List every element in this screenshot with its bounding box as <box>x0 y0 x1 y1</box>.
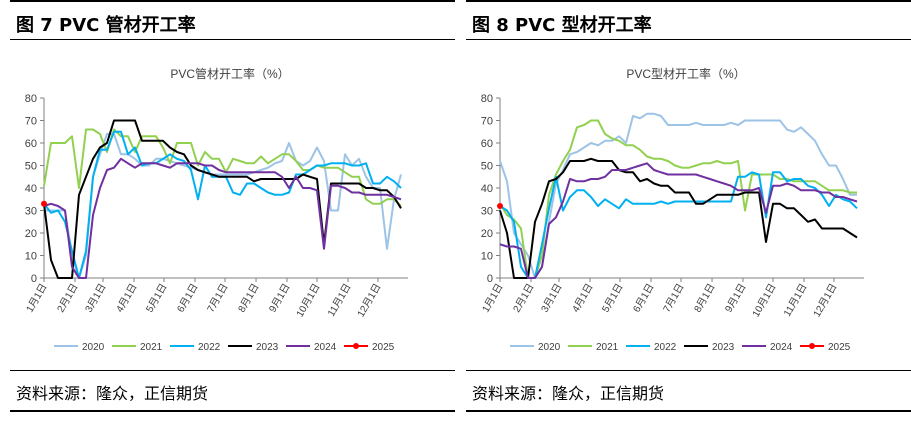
legend-label: 2025 <box>372 342 395 353</box>
legend-label: 2025 <box>828 342 851 353</box>
x-tick-label: 12月1日 <box>811 282 840 320</box>
series-point-2025 <box>41 200 47 207</box>
x-tick-label: 8月1日 <box>236 282 262 315</box>
x-tick-label: 2月1日 <box>511 282 537 315</box>
chart-title: PVC型材开工率（%） <box>626 66 745 81</box>
legend-label: 2024 <box>314 342 337 353</box>
data-source: 资料来源：隆众，正信期货 <box>16 384 209 403</box>
x-tick-label: 7月1日 <box>205 282 231 315</box>
chart-panel-left: 图 7 PVC 管材开工率 PVC管材开工率（%） 0 10 20 30 40 50 60 70… <box>10 0 455 429</box>
series-line-2022 <box>43 130 402 279</box>
y-tick-label: 50 <box>481 161 493 173</box>
x-tick-label: 6月1日 <box>175 282 201 315</box>
legend-label: 2023 <box>712 342 735 353</box>
legend-item-2023: 2023 <box>228 342 279 353</box>
y-tick-label: 60 <box>481 138 493 150</box>
x-tick-label: 4月1日 <box>570 282 596 315</box>
x-tick-label: 6月1日 <box>631 282 657 315</box>
panel-footer: 资料来源：隆众，正信期货 <box>466 370 911 412</box>
y-tick-label: 80 <box>25 93 37 105</box>
legend-label: 2021 <box>596 342 619 353</box>
legend-item-2024: 2024 <box>742 342 793 353</box>
series-line-2021 <box>43 128 402 207</box>
y-tick-label: 70 <box>481 116 493 128</box>
legend-item-2025: 2025 <box>344 342 395 353</box>
y-tick-label: 20 <box>481 228 493 240</box>
y-tick-label: 0 <box>487 273 493 285</box>
chart-title: PVC管材开工率（%） <box>170 66 289 81</box>
chart-panel-right: 图 8 PVC 型材开工率 PVC型材开工率（%） 0 10 20 30 40 50 60 70… <box>466 0 911 429</box>
legend-item-2021: 2021 <box>112 342 163 353</box>
series-line-2021 <box>499 119 857 279</box>
series-line-2024 <box>499 162 858 279</box>
legend-marker <box>809 343 815 349</box>
y-tick-label: 30 <box>25 206 37 218</box>
legend-label: 2022 <box>654 342 677 353</box>
x-tick-label: 5月1日 <box>600 282 626 315</box>
series-line-2022 <box>499 171 858 279</box>
series-point-2025 <box>497 203 503 209</box>
y-tick-label: 0 <box>31 273 37 285</box>
x-tick-label: 10月1日 <box>750 282 779 320</box>
x-tick-label: 8月1日 <box>692 282 718 315</box>
legend-label: 2024 <box>770 342 793 353</box>
legend-label: 2020 <box>82 342 105 353</box>
y-tick-label: 70 <box>25 116 37 128</box>
series-line-2023 <box>499 157 858 279</box>
legend-item-2021: 2021 <box>568 342 619 353</box>
series-line-2023 <box>43 119 402 279</box>
legend-label: 2023 <box>256 342 279 353</box>
x-tick-label: 5月1日 <box>144 282 170 315</box>
x-tick-label: 11月1日 <box>325 282 353 319</box>
legend-marker <box>353 343 359 349</box>
x-tick-label: 12月1日 <box>355 282 384 320</box>
panel-heading: 图 8 PVC 型材开工率 <box>472 15 652 36</box>
y-tick-label: 20 <box>25 228 37 240</box>
legend-item-2022: 2022 <box>170 342 221 353</box>
x-tick-label: 9月1日 <box>723 282 749 315</box>
x-tick-label: 1月1日 <box>480 282 506 315</box>
panel-header: 图 8 PVC 型材开工率 <box>466 0 911 40</box>
x-tick-label: 9月1日 <box>267 282 293 315</box>
legend-item-2022: 2022 <box>626 342 677 353</box>
pipe-utilization-chart: PVC管材开工率（%） 0 10 20 30 40 50 60 70 80 1月1日 2月1日 3月1日… <box>24 66 408 353</box>
y-tick-label: 10 <box>481 251 493 263</box>
legend-label: 2020 <box>538 342 561 353</box>
x-tick-label: 7月1日 <box>661 282 687 315</box>
legend-item-2025: 2025 <box>800 342 851 353</box>
panel-heading: 图 7 PVC 管材开工率 <box>16 15 196 36</box>
series-line-2020 <box>499 112 857 279</box>
legend-item-2023: 2023 <box>684 342 735 353</box>
profile-utilization-chart: PVC型材开工率（%） 0 10 20 30 40 50 60 70 80 1月1日 2月1日 3月1日… <box>480 66 864 353</box>
y-tick-label: 30 <box>481 206 493 218</box>
x-tick-label: 1月1日 <box>24 282 50 315</box>
series-line-2024 <box>43 157 402 279</box>
x-tick-label: 2月1日 <box>55 282 81 315</box>
y-tick-label: 10 <box>25 251 37 263</box>
y-tick-label: 50 <box>25 161 37 173</box>
y-tick-label: 40 <box>481 183 493 195</box>
data-source: 资料来源：隆众，正信期货 <box>472 384 665 403</box>
legend-item-2024: 2024 <box>286 342 337 353</box>
x-tick-label: 11月1日 <box>781 282 809 319</box>
legend-item-2020: 2020 <box>510 342 561 353</box>
legend-item-2020: 2020 <box>54 342 105 353</box>
legend-label: 2021 <box>140 342 163 353</box>
x-tick-label: 3月1日 <box>539 282 565 315</box>
x-tick-label: 3月1日 <box>83 282 109 315</box>
y-tick-label: 40 <box>25 183 37 195</box>
panel-footer: 资料来源：隆众，正信期货 <box>10 370 455 412</box>
y-tick-label: 80 <box>481 93 493 105</box>
panel-header: 图 7 PVC 管材开工率 <box>10 0 455 40</box>
y-tick-label: 60 <box>25 138 37 150</box>
x-tick-label: 10月1日 <box>294 282 323 320</box>
legend-label: 2022 <box>198 342 221 353</box>
x-tick-label: 4月1日 <box>114 282 140 315</box>
